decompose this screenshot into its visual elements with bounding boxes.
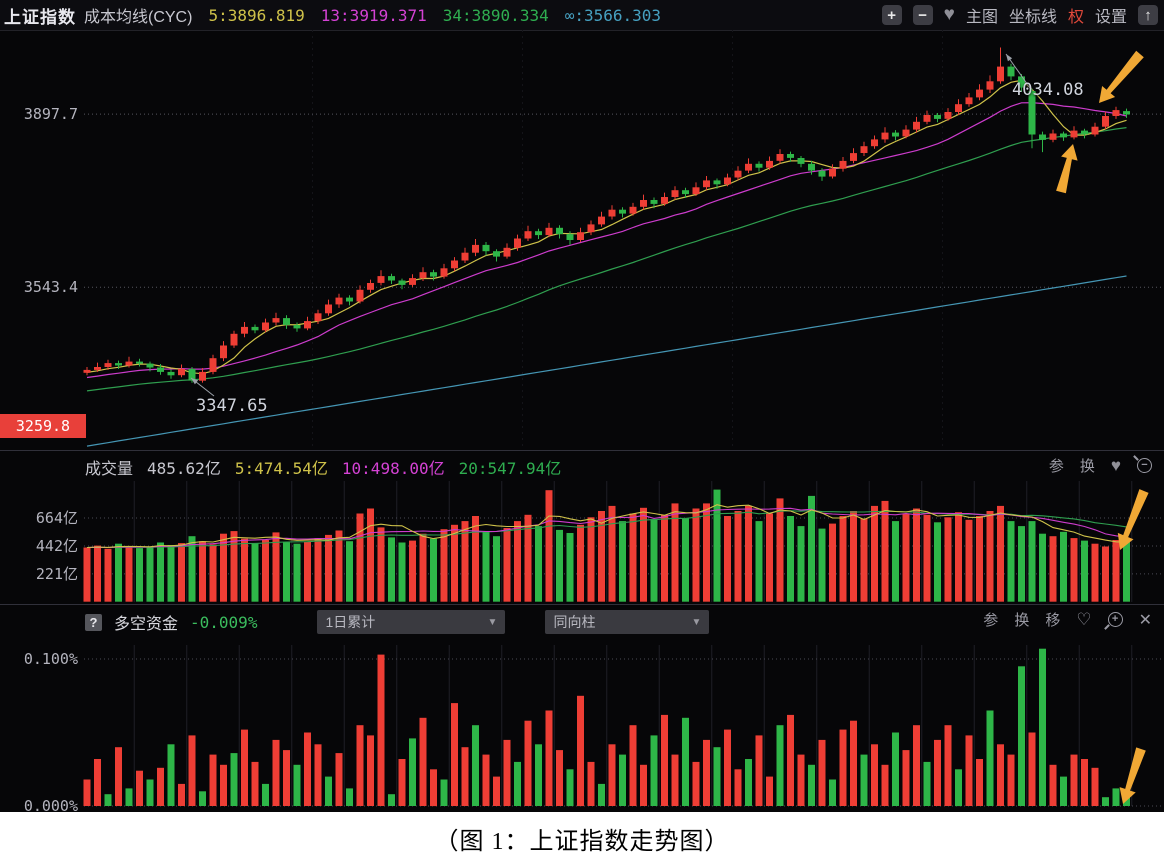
price-tick-1: 3897.7 [23, 105, 78, 123]
main-chart-panel: 3897.7 3543.4 3259.8 4034.08 3347.65 [0, 30, 1164, 450]
volume-favorite-icon[interactable]: ♥ [1110, 455, 1121, 475]
volume-ma5-value: 5:474.54亿 [234, 459, 328, 478]
indicator-name[interactable]: 成本均线(CYC) [84, 9, 193, 26]
header-toolbar: + − ♥ 主图 坐标线 权 设置 ↑ [881, 0, 1158, 30]
period-dropdown-value: 1日累计 [325, 614, 376, 630]
volume-title[interactable]: 成交量 [85, 461, 134, 478]
style-dropdown[interactable]: 同向柱 ▼ [545, 610, 710, 634]
fund-flow-panel: ? 多空资金 -0.009% 1日累计 ▼ 同向柱 ▼ 参 换 移 ♡ + ✕ [0, 604, 1164, 812]
fund-flow-chart[interactable] [0, 605, 1164, 812]
zoom-in-button[interactable]: + [881, 5, 902, 25]
menu-settings[interactable]: 设置 [1094, 9, 1127, 26]
cyc13-value: 13:3919.371 [320, 5, 427, 25]
zoom-out-button[interactable]: − [912, 5, 933, 25]
close-panel-icon[interactable]: ✕ [1138, 611, 1152, 629]
style-dropdown-value: 同向柱 [553, 614, 596, 630]
trading-app-window: 上证指数 成本均线(CYC) 5:3896.819 13:3919.371 34… [0, 0, 1164, 812]
fund-header: ? 多空资金 -0.009% 1日累计 ▼ 同向柱 ▼ [85, 610, 710, 634]
volume-ma20-value: 20:547.94亿 [458, 459, 562, 478]
fund-favorite-icon[interactable]: ♡ [1076, 609, 1092, 629]
cyc5-value: 5:3896.819 [208, 5, 305, 25]
volume-ma10-value: 10:498.00亿 [341, 459, 445, 478]
chevron-down-icon: ▼ [691, 616, 702, 628]
fund-current-value: -0.009% [190, 612, 258, 632]
peak-annotation: 4034.08 [1012, 80, 1084, 100]
expand-panel-icon[interactable]: + [1103, 612, 1123, 630]
share-button[interactable]: ↑ [1138, 5, 1158, 25]
volume-current-value: 485.62亿 [147, 459, 221, 478]
volume-panel: 成交量 485.62亿 5:474.54亿 10:498.00亿 20:547.… [0, 450, 1164, 605]
low-annotation: 3347.65 [196, 396, 268, 416]
candlestick-chart[interactable] [0, 30, 1164, 450]
cyc-inf-value: ∞:3566.303 [564, 5, 662, 25]
fund-switch-button[interactable]: 换 [1014, 612, 1030, 629]
fund-tick-2: 0.000% [23, 797, 78, 812]
figure-caption: （图 1：上证指数走势图） [0, 812, 1164, 864]
index-name: 上证指数 [4, 7, 76, 27]
menu-adjust-rights[interactable]: 权 [1067, 9, 1084, 26]
fund-tick-1: 0.100% [23, 650, 78, 668]
menu-main-chart[interactable]: 主图 [965, 9, 998, 26]
volume-tick-1: 664亿 [35, 509, 78, 527]
fund-param-button[interactable]: 参 [983, 612, 999, 629]
menu-coordinate-line[interactable]: 坐标线 [1008, 9, 1057, 26]
cyc34-value: 34:3890.334 [442, 5, 549, 25]
favorite-heart-icon[interactable]: ♥ [943, 4, 955, 25]
volume-chart[interactable] [0, 451, 1164, 605]
volume-tick-2: 442亿 [35, 537, 78, 555]
volume-param-button[interactable]: 参 [1048, 458, 1064, 475]
chevron-down-icon: ▼ [487, 616, 498, 628]
period-dropdown[interactable]: 1日累计 ▼ [317, 610, 506, 634]
collapse-panel-icon[interactable]: − [1133, 455, 1152, 473]
volume-tick-3: 221亿 [35, 565, 78, 583]
price-min-tag: 3259.8 [0, 414, 86, 438]
chart-header: 上证指数 成本均线(CYC) 5:3896.819 13:3919.371 34… [0, 0, 1164, 31]
fund-move-button[interactable]: 移 [1045, 612, 1061, 629]
help-icon[interactable]: ? [85, 613, 102, 631]
volume-switch-button[interactable]: 换 [1079, 458, 1095, 475]
fund-title[interactable]: 多空资金 [114, 616, 179, 633]
volume-tools: 参 换 ♥ − [1049, 455, 1152, 476]
price-tick-2: 3543.4 [23, 278, 78, 296]
fund-tools: 参 换 移 ♡ + ✕ [983, 609, 1152, 630]
volume-header: 成交量 485.62亿 5:474.54亿 10:498.00亿 20:547.… [85, 455, 561, 479]
